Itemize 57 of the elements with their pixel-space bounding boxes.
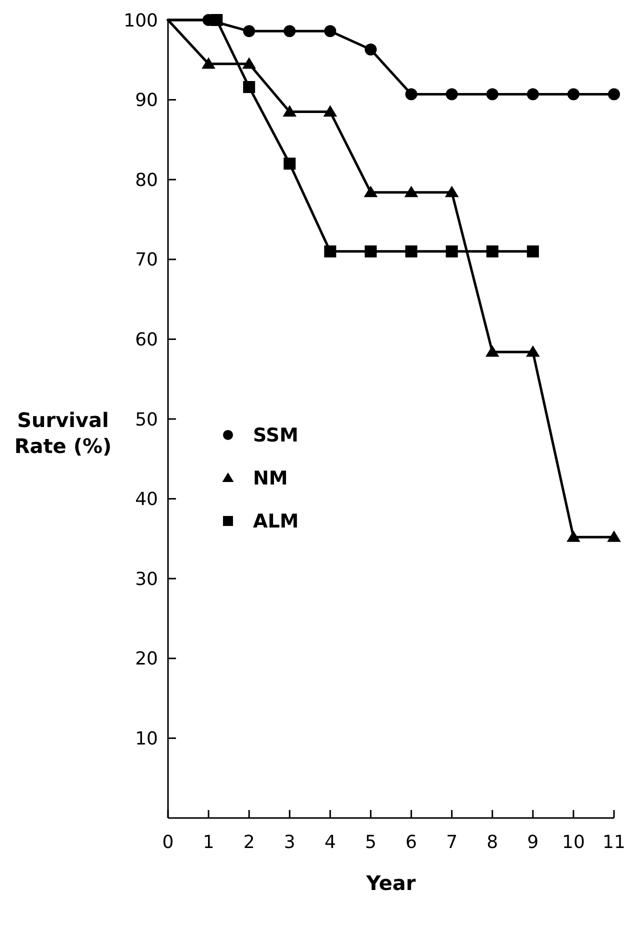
x-tick-label: 10 — [562, 832, 585, 853]
point — [243, 81, 256, 94]
y-tick-label: 70 — [135, 250, 158, 271]
point — [446, 88, 458, 100]
point — [210, 14, 223, 26]
point — [324, 25, 336, 38]
y-tick-label: 40 — [135, 489, 158, 510]
point — [607, 530, 621, 542]
point — [364, 44, 377, 56]
y-tick-label: 80 — [135, 170, 158, 191]
y-tick-label: 90 — [135, 90, 158, 112]
point — [242, 57, 256, 69]
x-axis-title: Year — [365, 871, 416, 895]
legend-label: SSM — [253, 424, 298, 447]
y-tick-label: 20 — [135, 648, 158, 670]
point — [446, 245, 458, 258]
point — [202, 57, 216, 69]
x-tick-label: 9 — [527, 832, 539, 853]
point — [364, 186, 378, 198]
x-tick-label: 3 — [284, 832, 296, 853]
x-tick-label: 5 — [365, 832, 376, 853]
y-axis-title: Survival Rate (%) — [13, 406, 113, 459]
point — [364, 245, 377, 258]
x-tick-label: 6 — [406, 832, 417, 853]
x-tick-label: 8 — [486, 832, 498, 853]
x-tick-label: 7 — [446, 832, 458, 853]
point — [284, 158, 296, 170]
x-tick-label: 1 — [202, 832, 214, 853]
y-tick-label: 50 — [135, 409, 158, 430]
y-tick-label: 100 — [124, 10, 158, 32]
x-tick-label: 11 — [602, 832, 626, 853]
point — [282, 105, 297, 117]
point — [486, 245, 498, 258]
point — [404, 186, 418, 198]
legend-label: ALM — [253, 510, 299, 533]
x-tick-label: 0 — [162, 832, 174, 853]
point — [405, 88, 418, 100]
point — [323, 105, 338, 117]
y-tick-label: 60 — [135, 330, 158, 350]
point — [526, 245, 539, 258]
point — [243, 25, 256, 38]
point — [485, 345, 500, 357]
point — [324, 245, 336, 258]
point — [608, 88, 620, 100]
point — [526, 345, 540, 357]
point — [486, 88, 498, 100]
legend-label: NM — [253, 468, 288, 490]
point — [444, 186, 459, 198]
y-tick-label: 10 — [135, 728, 158, 750]
point — [405, 245, 418, 258]
point — [567, 88, 580, 100]
y-tick-label: 30 — [135, 568, 158, 590]
point — [526, 88, 539, 100]
point — [284, 25, 296, 38]
x-tick-label: 2 — [243, 832, 255, 853]
x-tick-label: 4 — [324, 832, 336, 853]
point — [566, 530, 580, 542]
